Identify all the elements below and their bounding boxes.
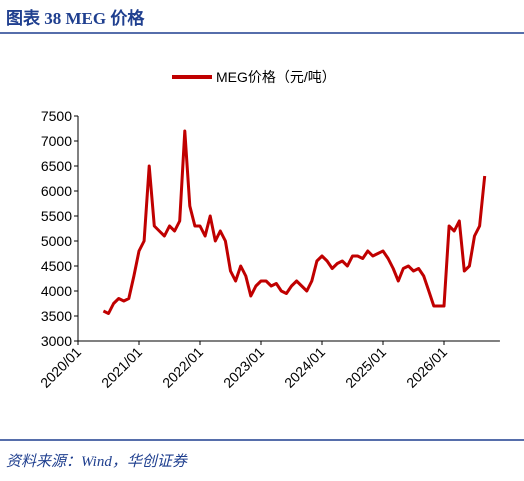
y-tick-label: 6000 xyxy=(41,183,72,199)
y-tick-label: 5000 xyxy=(41,233,72,249)
figure-title: 图表 38 MEG 价格 xyxy=(6,8,145,28)
y-tick-label: 7500 xyxy=(41,108,72,124)
x-tick-label: 2026/01 xyxy=(403,344,450,391)
x-tick-label: 2020/01 xyxy=(37,344,84,391)
x-tick-label: 2022/01 xyxy=(159,344,206,391)
source-note: 资料来源：Wind，华创证券 xyxy=(6,453,188,470)
y-tick-label: 4000 xyxy=(41,283,72,299)
y-tick-label: 3500 xyxy=(41,308,72,324)
y-tick-label: 4500 xyxy=(41,258,72,274)
x-tick-label: 2021/01 xyxy=(98,344,145,391)
y-tick-label: 7000 xyxy=(41,133,72,149)
price-line xyxy=(102,129,487,315)
y-tick-label: 5500 xyxy=(41,208,72,224)
x-tick-label: 2024/01 xyxy=(281,344,328,391)
x-tick-label: 2025/01 xyxy=(342,344,389,391)
y-tick-label: 6500 xyxy=(41,158,72,174)
x-tick-label: 2023/01 xyxy=(220,344,267,391)
legend-label: MEG价格（元/吨） xyxy=(216,69,336,85)
y-tick-label: 3000 xyxy=(41,333,72,349)
